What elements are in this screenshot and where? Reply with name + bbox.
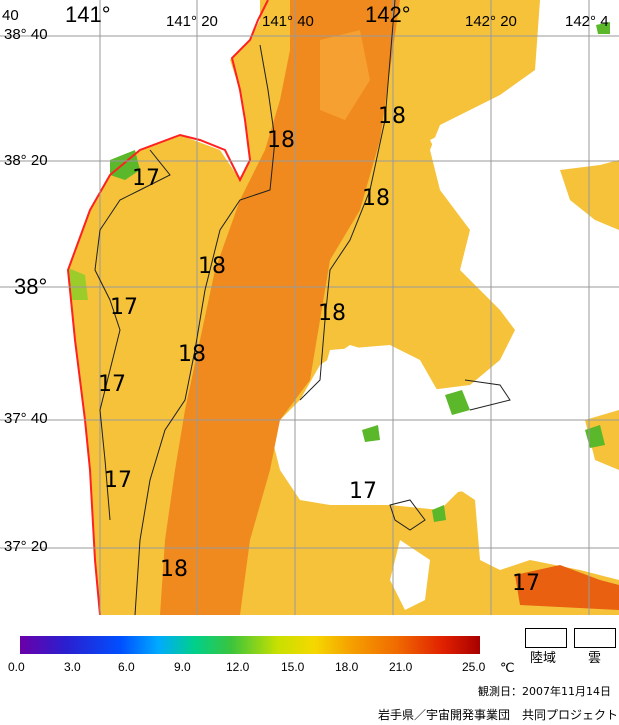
credit-text: 岩手県／宇宙開発事業団 共同プロジェクト — [378, 708, 619, 722]
corner-label: 40 — [2, 7, 19, 24]
lat-label-38-20: 38° 20 — [4, 152, 48, 169]
temperature-colorbar — [20, 636, 480, 654]
isotherm-label: 18 — [198, 254, 226, 279]
colorbar-tick: 3.0 — [64, 660, 81, 674]
lon-label-141-40: 141° 40 — [262, 13, 314, 30]
lon-label-142-20: 142° 20 — [465, 13, 517, 30]
colorbar-tick: 21.0 — [389, 660, 413, 674]
colorbar-tick: 9.0 — [174, 660, 191, 674]
sea-surface-temperature-map — [0, 0, 619, 615]
cloud-legend-swatch — [574, 628, 616, 648]
lon-label-142-40: 142° 4 — [565, 13, 609, 30]
colorbar-tick: 25.0 — [462, 660, 486, 674]
lat-label-38-40: 38° 40 — [4, 26, 48, 43]
colorbar-tick: 12.0 — [226, 660, 250, 674]
sea-area-orange — [160, 0, 400, 615]
lon-label-142: 142° — [365, 2, 411, 27]
isotherm-label: 18 — [267, 128, 295, 153]
colorbar-tick: 0.0 — [8, 660, 25, 674]
colorbar-tick: 18.0 — [335, 660, 359, 674]
isotherm-label: 18 — [378, 104, 406, 129]
lat-label-37-20: 37° 20 — [4, 538, 48, 555]
isotherm-label: 17 — [512, 571, 540, 596]
observation-date: 観測日：2007年11月14日 — [478, 685, 611, 698]
colorbar-tick: 15.0 — [281, 660, 305, 674]
lat-label-37-40: 37° 40 — [4, 410, 48, 427]
isotherm-label: 17 — [110, 295, 138, 320]
lon-label-141: 141° — [65, 2, 111, 27]
lat-label-38: 38° — [14, 274, 48, 299]
isotherm-label: 17 — [132, 166, 160, 191]
cloud-legend-label: 雲 — [588, 651, 602, 666]
isotherm-label: 17 — [104, 468, 132, 493]
coastline — [66, 0, 269, 615]
isotherm-lines — [94, 0, 511, 615]
land-legend-swatch — [525, 628, 567, 648]
isotherm-label: 18 — [362, 186, 390, 211]
isotherm-label: 18 — [318, 301, 346, 326]
lon-label-141-20: 141° 20 — [166, 13, 218, 30]
colorbar-unit: ℃ — [500, 660, 515, 675]
isotherm-label: 18 — [160, 557, 188, 582]
isotherm-label: 17 — [349, 479, 377, 504]
isotherm-label: 17 — [98, 372, 126, 397]
land-legend-label: 陸域 — [530, 651, 557, 666]
colorbar-tick: 6.0 — [118, 660, 135, 674]
isotherm-label: 18 — [178, 342, 206, 367]
